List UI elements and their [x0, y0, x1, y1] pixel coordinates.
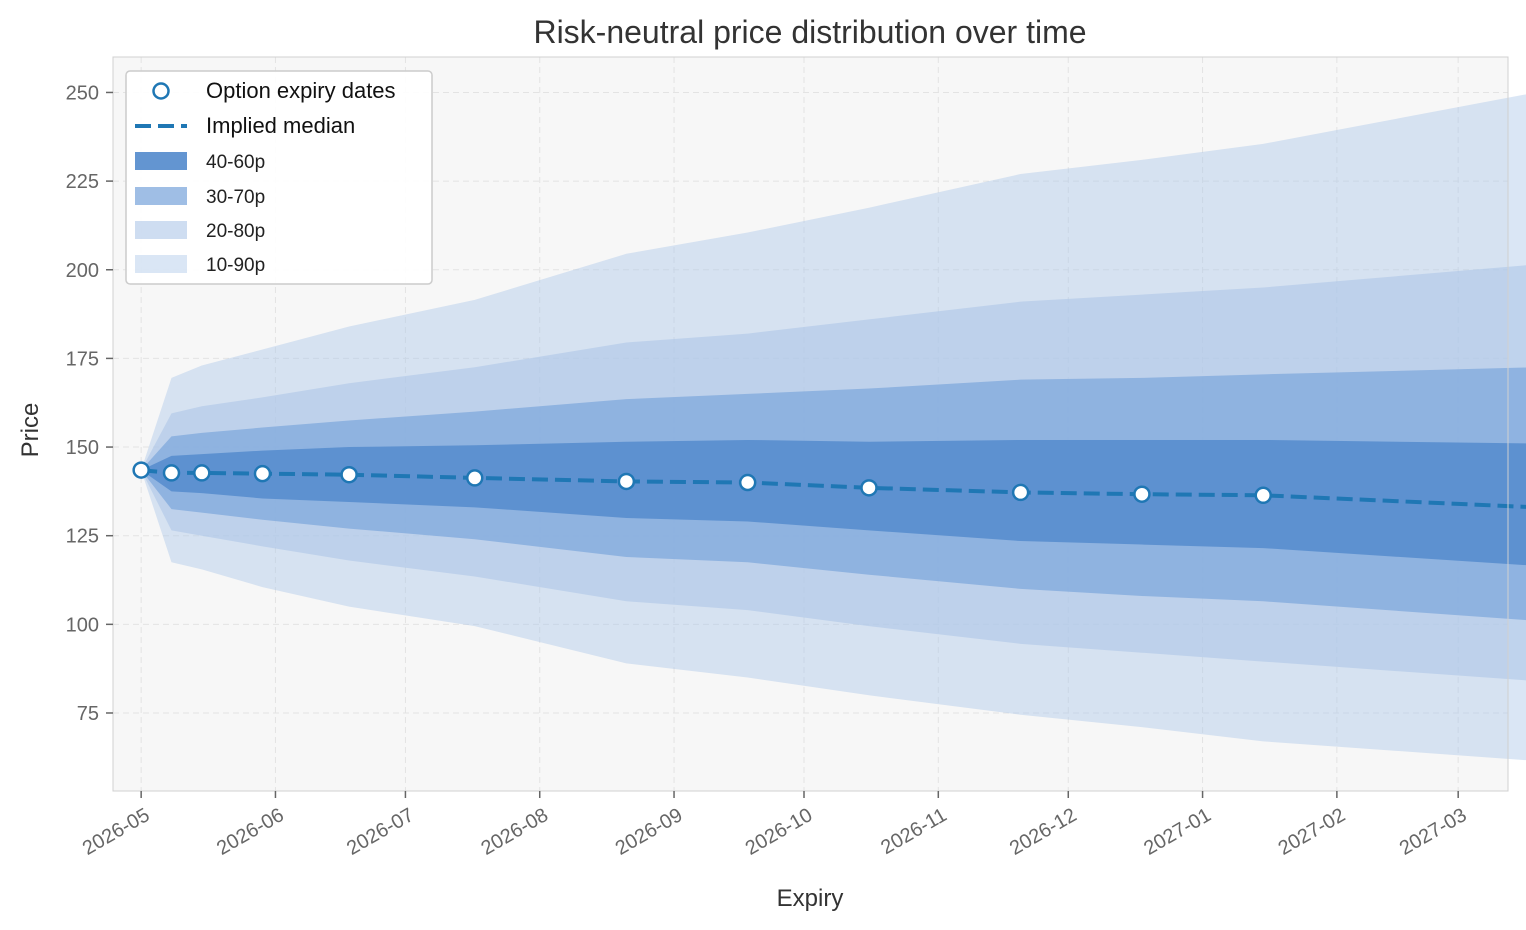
- y-tick-label: 200: [66, 260, 99, 282]
- x-tick-label: 2027-02: [1275, 804, 1350, 860]
- expiry-marker: [617, 472, 636, 491]
- y-tick-label: 175: [66, 348, 99, 370]
- legend-item: 10-90p: [135, 255, 265, 276]
- legend: Option expiry dates Implied median 40-60p 3…: [125, 70, 433, 285]
- legend-item: 40-60p: [135, 152, 265, 173]
- legend-label: 20-80p: [206, 221, 265, 242]
- y-tick-label: 150: [66, 437, 99, 459]
- expiry-marker: [253, 464, 272, 483]
- x-tick-label: 2027-01: [1140, 804, 1215, 860]
- legend-label: 30-70p: [206, 187, 265, 208]
- x-tick-label: 2026-11: [877, 804, 950, 859]
- expiry-marker: [193, 464, 211, 482]
- legend-swatch: [135, 255, 187, 273]
- band-40-60p: [141, 439, 1526, 566]
- legend-item: Implied median: [135, 113, 355, 138]
- expiry-marker: [1254, 486, 1272, 505]
- y-tick-label: 100: [66, 614, 99, 636]
- x-axis-ticks: 2026-05 2026-06 2026-07 2026-08 2026-09 2026-…: [79, 791, 1471, 860]
- x-axis-title: Expiry: [777, 885, 844, 912]
- legend-item: Option expiry dates: [152, 78, 396, 103]
- y-axis-title: Price: [17, 403, 44, 458]
- chart-title: Risk-neutral price distribution over tim…: [533, 14, 1086, 50]
- legend-swatch: [135, 221, 187, 239]
- legend-box: [125, 70, 433, 285]
- legend-item: 20-80p: [135, 221, 265, 242]
- expiry-marker: [738, 473, 757, 492]
- y-tick-label: 250: [66, 82, 99, 104]
- plot-frame: [112, 56, 1509, 792]
- legend-swatch: [135, 187, 187, 205]
- expiry-markers: [132, 461, 1272, 505]
- y-axis-ticks: 75 100 125 150 175 200 225 250: [66, 82, 113, 725]
- legend-marker-icon: [152, 82, 170, 100]
- x-tick-label: 2027-03: [1396, 804, 1471, 860]
- x-tick-label: 2026-05: [79, 804, 154, 860]
- x-tick-label: 2026-12: [1006, 804, 1081, 860]
- x-tick-label: 2026-10: [742, 804, 817, 860]
- legend-label: 40-60p: [206, 152, 265, 173]
- legend-label: Implied median: [206, 113, 355, 138]
- x-tick-label: 2026-09: [612, 804, 687, 860]
- x-tick-label: 2026-07: [343, 804, 418, 860]
- y-tick-label: 225: [66, 171, 99, 193]
- legend-swatch: [135, 152, 187, 170]
- expiry-marker: [1133, 485, 1151, 503]
- expiry-marker: [860, 479, 878, 497]
- x-tick-label: 2026-06: [213, 804, 288, 860]
- expiry-marker: [162, 464, 181, 482]
- y-tick-label: 75: [77, 703, 99, 725]
- legend-label: Option expiry dates: [206, 78, 396, 103]
- expiry-marker: [1011, 483, 1030, 502]
- expiry-marker: [132, 461, 150, 479]
- expiry-marker: [340, 465, 358, 484]
- percentile-bands: [141, 94, 1526, 761]
- expiry-marker: [465, 469, 484, 487]
- y-tick-label: 125: [66, 526, 99, 548]
- x-tick-label: 2026-08: [477, 804, 552, 860]
- legend-item: 30-70p: [135, 187, 265, 208]
- legend-label: 10-90p: [206, 255, 265, 276]
